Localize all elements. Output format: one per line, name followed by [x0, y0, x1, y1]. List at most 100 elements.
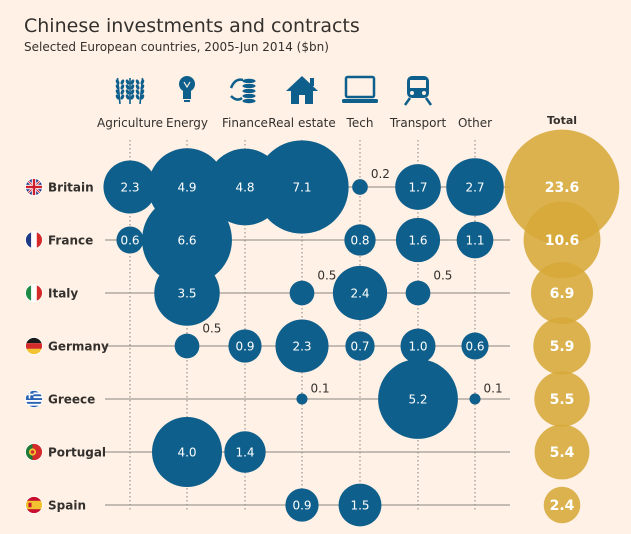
value-label-britain-tech: 0.2 [371, 167, 390, 181]
value-label-britain-finance: 4.8 [235, 180, 254, 194]
laptop-icon [342, 75, 378, 103]
bubble-italy-real-estate [289, 280, 315, 306]
value-label-greece-transport: 5.2 [408, 392, 427, 406]
bubble-greece-other [469, 393, 481, 405]
value-label-greece-other: 0.1 [484, 381, 503, 395]
country-label-germany: Germany [48, 340, 109, 354]
value-label-spain-tech: 1.5 [350, 498, 369, 512]
bubble-italy-tech [332, 265, 388, 321]
bubble-italy-transport [405, 280, 431, 306]
total-bubble-portugal [534, 424, 590, 480]
value-label-germany-other: 0.6 [465, 339, 484, 353]
value-label-france-other: 1.1 [465, 233, 484, 247]
country-label-spain: Spain [48, 499, 86, 513]
lightbulb-icon [179, 76, 195, 102]
value-label-germany-energy: 0.5 [202, 322, 221, 336]
value-label-france-agriculture: 0.6 [120, 233, 139, 247]
portugal-flag-icon [25, 443, 43, 461]
category-label-real-estate: Real estate [268, 116, 335, 130]
italy-flag-icon [25, 284, 43, 302]
category-label-agriculture: Agriculture [97, 116, 163, 130]
total-value-portugal: 5.4 [550, 445, 575, 461]
category-label-energy: Energy [166, 116, 208, 130]
bubble-portugal-energy [152, 417, 222, 487]
total-value-britain: 23.6 [545, 180, 580, 196]
value-label-greece-real-estate: 0.1 [311, 381, 330, 395]
total-bubble-spain [543, 486, 581, 524]
bubble-france-agriculture [116, 226, 144, 254]
country-label-france: France [48, 234, 93, 248]
bubble-france-other [456, 221, 494, 259]
category-label-tech: Tech [346, 116, 374, 130]
germany-flag-icon [25, 337, 43, 355]
bubble-germany-other [461, 332, 489, 360]
bubble-france-transport [395, 217, 441, 263]
wheat-icon [115, 77, 145, 105]
country-label-greece: Greece [48, 393, 95, 407]
total-value-greece: 5.5 [550, 392, 575, 408]
greece-flag-icon [25, 390, 43, 408]
country-label-portugal: Portugal [48, 446, 106, 460]
value-label-portugal-finance: 1.4 [235, 445, 254, 459]
value-label-germany-tech: 0.7 [350, 339, 369, 353]
category-icons [115, 75, 433, 106]
france-flag-icon [25, 231, 43, 249]
bubble-france-tech [344, 224, 376, 256]
bubble-britain-transport [395, 164, 441, 210]
bubble-britain-tech [352, 179, 368, 195]
total-bubble-greece [534, 371, 590, 427]
total-value-spain: 2.4 [550, 498, 575, 514]
total-value-italy: 6.9 [550, 286, 575, 302]
value-label-britain-other: 2.7 [465, 180, 484, 194]
bubble-italy-energy [154, 260, 220, 326]
bubble-britain-real-estate [255, 140, 349, 234]
value-label-spain-real-estate: 0.9 [292, 498, 311, 512]
value-label-italy-tech: 2.4 [350, 286, 369, 300]
uk-flag-icon [25, 178, 43, 196]
total-bubbles: 23.6 10.6 6.9 5.9 5.5 5.4 2.4 [504, 129, 620, 524]
bubble-germany-finance [228, 329, 262, 363]
total-bubble-france [523, 201, 601, 279]
coins-icon [229, 78, 257, 105]
bubble-spain-tech [338, 483, 382, 527]
bubble-portugal-finance [224, 431, 266, 473]
train-icon [403, 76, 433, 106]
total-value-france: 10.6 [545, 233, 580, 249]
country-label-britain: Britain [48, 181, 94, 195]
spain-flag-icon [25, 496, 43, 514]
bubble-greece-real-estate [296, 393, 308, 405]
value-label-france-energy: 6.6 [177, 233, 196, 247]
sector-bubbles: 2.3 4.9 4.8 7.1 0.2 1.7 2.7 0.6 6.6 0.8 1.6 1.1 3.5 0… [103, 140, 504, 527]
total-column-label: Total [547, 114, 577, 127]
chart-title: Chinese investments and contracts [24, 15, 360, 37]
bubble-germany-transport [400, 328, 436, 364]
total-bubble-germany [533, 317, 591, 375]
category-label-other: Other [458, 116, 492, 130]
bubble-germany-energy [174, 333, 200, 359]
value-label-britain-real-estate: 7.1 [292, 180, 311, 194]
total-value-germany: 5.9 [550, 339, 575, 355]
category-label-finance: Finance [222, 116, 268, 130]
value-label-france-tech: 0.8 [350, 233, 369, 247]
bubble-germany-real-estate [275, 319, 329, 373]
value-label-italy-real-estate: 0.5 [317, 269, 336, 283]
value-label-italy-transport: 0.5 [433, 269, 452, 283]
bubble-britain-other [446, 158, 504, 216]
bubble-germany-tech [345, 331, 375, 361]
chart-subtitle: Selected European countries, 2005-Jun 20… [24, 40, 329, 54]
value-label-britain-transport: 1.7 [408, 180, 427, 194]
value-label-portugal-energy: 4.0 [177, 445, 196, 459]
value-label-france-transport: 1.6 [408, 233, 427, 247]
country-label-italy: Italy [48, 287, 78, 301]
category-headers: Agriculture Energy Finance Real estate Tech T… [97, 114, 577, 130]
category-label-transport: Transport [389, 116, 447, 130]
bubble-britain-agriculture [103, 160, 157, 214]
bubble-france-energy [142, 195, 232, 285]
value-label-germany-transport: 1.0 [408, 339, 427, 353]
house-icon [286, 76, 318, 104]
value-label-britain-energy: 4.9 [177, 180, 196, 194]
bubble-spain-real-estate [285, 488, 319, 522]
value-label-germany-finance: 0.9 [235, 339, 254, 353]
value-label-britain-agriculture: 2.3 [120, 180, 139, 194]
